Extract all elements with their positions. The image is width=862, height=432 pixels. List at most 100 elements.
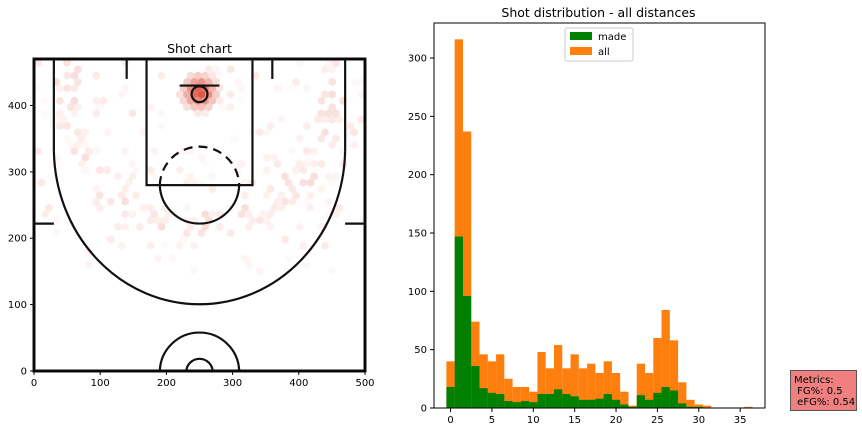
series-made-bars — [446, 236, 703, 408]
hexbin-cell — [183, 77, 191, 87]
hexbin-cell — [357, 90, 365, 99]
hexbin-cell — [241, 254, 249, 263]
hexbin-cell — [303, 84, 311, 93]
hexbin-cell — [85, 247, 93, 257]
hexbin-cell — [303, 197, 311, 206]
hexbin-cell — [78, 134, 86, 143]
hexbin-cell — [201, 210, 209, 219]
bar-made — [462, 296, 472, 408]
shot-chart-y-ticks: 0 100 200 300 400 — [8, 101, 34, 378]
hexbin-cell — [186, 222, 195, 231]
hexbin-cell — [226, 102, 235, 112]
shot-chart-axes: Shot chart 0 100 200 300 400 500 0 100 200 300 40… — [8, 41, 375, 389]
bar-made — [669, 390, 679, 408]
hexbin-cell — [85, 147, 93, 156]
hexbin-cell — [208, 210, 216, 219]
legend-swatch-made — [570, 32, 592, 40]
hexbin-cell — [266, 121, 275, 131]
hexbin-cell — [201, 71, 209, 80]
hexbin-cell — [245, 260, 253, 269]
center-circle-inner — [185, 357, 214, 372]
hexbin-cell — [63, 84, 71, 93]
x-tick-label: 0 — [31, 378, 37, 389]
bar-all — [562, 368, 571, 408]
hexbin-cell — [186, 71, 195, 80]
hexbin-cell — [139, 128, 147, 137]
bar-all — [512, 387, 521, 408]
hexbin-cell — [230, 159, 238, 168]
bar-all — [553, 345, 563, 408]
hexbin-cell — [96, 165, 104, 175]
hexbin-cell — [168, 254, 177, 263]
bar-all — [537, 352, 546, 408]
hexbin-cell — [45, 203, 53, 213]
hexbin-cell — [277, 115, 285, 124]
bar-made — [603, 394, 612, 408]
hexbin-cell — [295, 58, 304, 68]
bar-made — [545, 394, 554, 408]
hexbin-cell — [132, 165, 140, 175]
bar-made — [636, 395, 646, 408]
hexbin-cell — [277, 203, 285, 213]
hexbin-cell — [306, 178, 315, 187]
hexbin-cell — [212, 65, 220, 74]
hexbin-cell — [332, 172, 340, 181]
hexbin-cell — [295, 134, 304, 143]
hexbin-cell — [292, 77, 300, 87]
hexbin-cell — [147, 241, 155, 250]
hexbin-cell — [303, 147, 311, 156]
hexbin-cell — [52, 228, 60, 238]
hexbin-cell — [81, 140, 89, 150]
hexbin-cell — [317, 159, 325, 168]
hexbin-cell — [161, 241, 169, 250]
hexbin-cell — [317, 134, 325, 143]
hexbin-cell — [183, 90, 191, 99]
x-tick-label: 35 — [734, 415, 747, 426]
bar-made — [512, 402, 521, 408]
hexbin-cell — [157, 121, 166, 131]
hexbin-cell — [277, 191, 285, 200]
hexbin-cell — [92, 184, 100, 194]
hexbin-cell — [56, 84, 64, 93]
hexbin-cell — [125, 178, 133, 187]
hexbin-cell — [41, 96, 49, 105]
hexbin-cell — [325, 172, 333, 181]
hexbin-cell — [147, 102, 155, 112]
y-tick-label: 200 — [408, 170, 427, 181]
hexbin-cell — [259, 210, 267, 219]
hexbin-cell — [190, 77, 198, 87]
hexbin-cell — [132, 191, 140, 200]
hexbin-cell — [350, 77, 358, 87]
hexbin-cell — [285, 178, 293, 187]
hexbin-cell — [70, 109, 78, 118]
hexbin-cell — [288, 84, 296, 93]
hexbin-cell — [161, 216, 169, 225]
hexbin-cell — [321, 65, 329, 74]
hexbin-cell — [216, 96, 224, 105]
bar-all — [462, 131, 472, 408]
bar-made — [661, 387, 670, 408]
bar-all — [669, 340, 679, 408]
hexbin-cell — [328, 65, 336, 74]
hexbin-cell — [128, 172, 137, 181]
hexbin-cell — [314, 115, 322, 124]
bar-made — [628, 406, 637, 408]
hexbin-cell — [328, 266, 336, 276]
legend-label-made: made — [598, 32, 626, 43]
hexbin-cell — [99, 96, 107, 105]
bar-made — [653, 392, 662, 408]
hexbin-cell — [34, 147, 42, 156]
hexbin-cell — [74, 102, 82, 112]
hexbin-cell — [216, 71, 224, 80]
bar-all — [587, 363, 596, 408]
bar-all — [471, 321, 480, 408]
y-tick-label: 200 — [8, 234, 27, 245]
hexbin-cell — [281, 235, 289, 244]
hexbin-cell — [34, 84, 42, 93]
hexbin-cell — [332, 134, 340, 143]
hexbin-cell — [212, 77, 220, 87]
hexbin-cell — [70, 147, 78, 156]
hexbin-cell — [150, 147, 158, 156]
hexbin-cell — [154, 254, 162, 263]
hexbin-cell — [226, 228, 235, 238]
